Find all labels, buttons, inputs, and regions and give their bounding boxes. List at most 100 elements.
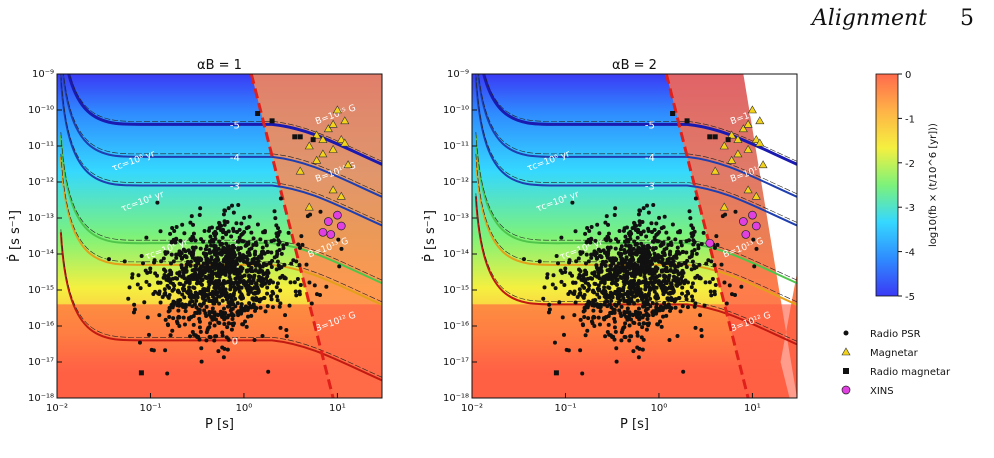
colorbar-tick-label: -5: [905, 292, 915, 303]
radio-psr-point: [236, 309, 241, 314]
radio-psr-point: [210, 269, 215, 274]
radio-psr-point: [286, 230, 291, 235]
radio-psr-point: [205, 276, 210, 281]
radio-psr-point: [155, 273, 160, 278]
radio-psr-point: [584, 252, 589, 257]
radio-psr-point: [174, 319, 179, 324]
radio-psr-point: [205, 288, 210, 293]
radio-psr-point: [639, 258, 644, 263]
radio-psr-point: [175, 276, 180, 281]
radio-psr-point: [240, 307, 245, 312]
magnetar-point: [328, 119, 338, 128]
radio-psr-point: [253, 308, 258, 313]
radio-psr-point: [719, 262, 724, 267]
xins-point: [751, 221, 761, 231]
radio-psr-point: [225, 280, 230, 285]
magnetar-point: [343, 160, 353, 169]
radio-psr-point: [233, 304, 238, 309]
radio-psr-point: [651, 246, 656, 251]
legend-marker-xins: [841, 385, 851, 395]
radio-psr-point: [641, 304, 646, 309]
radio-magnetar-point: [707, 134, 713, 140]
radio-psr-point: [210, 272, 215, 277]
radio-psr-point: [190, 268, 195, 273]
radio-psr-point: [609, 264, 614, 269]
radio-psr-point: [127, 285, 132, 290]
radio-psr-point: [666, 276, 671, 281]
radio-psr-point: [647, 280, 652, 285]
radio-psr-point: [226, 300, 231, 305]
radio-psr-point: [614, 346, 619, 351]
magnetar-point: [755, 138, 765, 147]
radio-psr-point: [225, 296, 230, 301]
radio-psr-point: [597, 231, 602, 236]
radio-psr-point: [652, 227, 657, 232]
radio-psr-point: [152, 258, 157, 263]
radio-psr-point: [230, 203, 235, 208]
radio-psr-point: [201, 251, 206, 256]
radio-psr-point: [229, 234, 234, 239]
contour-line--1: [474, 156, 797, 306]
radio-psr-point: [566, 348, 571, 353]
magnetar-point: [336, 135, 346, 143]
radio-psr-point: [610, 292, 615, 297]
radio-psr-point: [200, 277, 205, 282]
radio-psr-point: [693, 325, 698, 330]
radio-psr-point: [541, 296, 546, 301]
radio-psr-point: [620, 288, 625, 293]
radio-psr-point: [666, 236, 671, 241]
radio-psr-point: [276, 242, 281, 247]
radio-psr-point: [636, 265, 641, 270]
radio-psr-point: [652, 285, 657, 290]
radio-psr-point: [603, 334, 608, 339]
radio-psr-point: [224, 258, 229, 263]
radio-psr-point: [217, 220, 222, 225]
radio-psr-point: [131, 310, 136, 315]
contour-label--2: -2: [230, 239, 240, 250]
contour-line--5: [482, 74, 797, 166]
radio-psr-point: [300, 242, 305, 247]
radio-psr-point: [148, 270, 153, 275]
radio-psr-point: [661, 314, 666, 319]
radio-psr-point: [660, 261, 665, 266]
radio-psr-point: [622, 282, 627, 287]
radio-psr-point: [269, 250, 274, 255]
radio-psr-point: [600, 259, 605, 264]
radio-psr-point: [556, 261, 561, 266]
radio-psr-point: [203, 247, 208, 252]
radio-psr-point: [182, 231, 187, 236]
radio-psr-point: [623, 321, 628, 326]
radio-psr-point: [660, 250, 665, 255]
radio-psr-point: [169, 252, 174, 257]
radio-psr-point: [275, 281, 280, 286]
radio-psr-point: [667, 252, 672, 257]
y-tick-label: 10⁻¹⁰: [28, 105, 54, 116]
radio-psr-point: [658, 304, 663, 309]
radio-psr-point: [689, 285, 694, 290]
radio-psr-point: [135, 282, 140, 287]
radio-psr-point: [598, 305, 603, 310]
radio-psr-point: [174, 255, 179, 260]
radio-psr-point: [171, 259, 176, 264]
radio-psr-point: [591, 308, 596, 313]
radio-psr-point: [221, 306, 226, 311]
radio-psr-point: [277, 247, 282, 252]
contour-dashed--2: [475, 132, 797, 281]
radio-psr-point: [638, 272, 643, 277]
radio-psr-point: [692, 304, 697, 309]
radio-psr-point: [199, 291, 204, 296]
radio-psr-point: [157, 313, 162, 318]
radio-psr-point: [217, 239, 222, 244]
radio-psr-point: [267, 281, 272, 286]
radio-psr-point: [170, 226, 175, 231]
radio-psr-point: [618, 247, 623, 252]
radio-psr-point: [727, 283, 732, 288]
radio-psr-point: [249, 313, 254, 318]
radio-psr-point: [177, 281, 182, 286]
radio-psr-point: [606, 322, 611, 327]
radio-psr-point: [177, 273, 182, 278]
radio-psr-point: [651, 309, 656, 314]
